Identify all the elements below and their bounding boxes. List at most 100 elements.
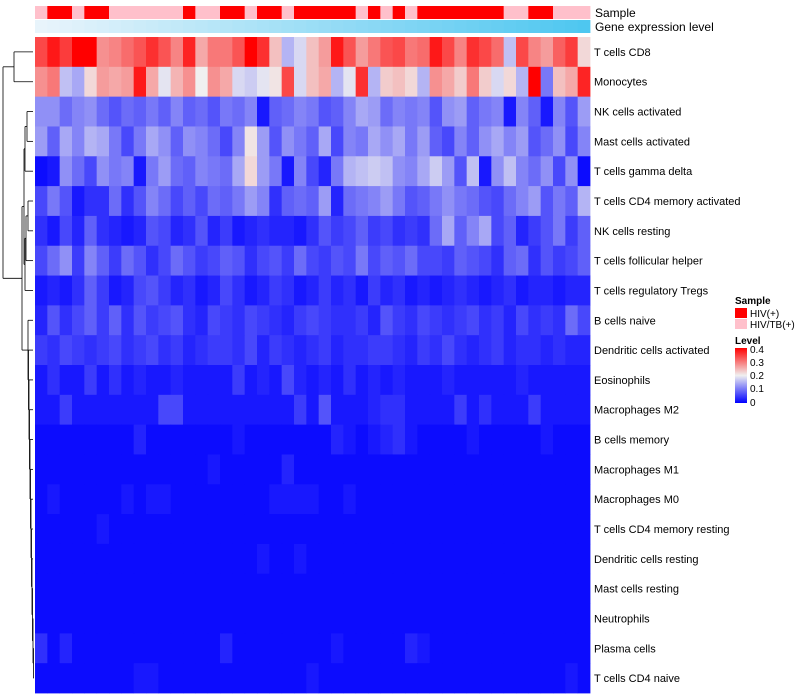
- heatmap-cell: [35, 633, 48, 664]
- heatmap-cell: [207, 275, 221, 306]
- heatmap-cell: [405, 543, 418, 575]
- heatmap-cell: [59, 37, 73, 68]
- sample-annotation-cell: [417, 6, 431, 19]
- heatmap-cell: [47, 275, 61, 306]
- heatmap-cell: [47, 305, 61, 336]
- sample-annotation-cell: [380, 6, 394, 19]
- heatmap-cell: [121, 603, 135, 634]
- heatmap-cell: [281, 454, 295, 485]
- heatmap-cell: [207, 424, 221, 455]
- heatmap-cell: [109, 126, 122, 157]
- heatmap-cell: [318, 335, 332, 366]
- row-label: B cells memory: [594, 435, 670, 447]
- heatmap-cell: [405, 245, 418, 276]
- heatmap-cell: [503, 514, 517, 545]
- expression-annotation-cell: [133, 20, 147, 33]
- heatmap-cell: [528, 514, 542, 545]
- heatmap-cell: [121, 37, 135, 68]
- heatmap-cell: [466, 335, 480, 366]
- heatmap-cell: [109, 663, 122, 694]
- heatmap-cell: [183, 663, 196, 694]
- heatmap-cell: [491, 365, 505, 396]
- heatmap-cell: [553, 275, 566, 306]
- row-label: Neutrophils: [594, 613, 650, 625]
- heatmap-cell: [195, 245, 209, 276]
- sample-annotation-bar: [35, 6, 591, 19]
- sample-annotation-cell: [183, 6, 196, 19]
- heatmap-cell: [355, 305, 369, 336]
- heatmap-cell: [35, 66, 48, 98]
- heatmap-cell: [133, 186, 147, 217]
- row-label: Mast cells activated: [594, 136, 690, 148]
- heatmap-cell: [516, 215, 529, 247]
- heatmap-cell: [491, 126, 505, 157]
- heatmap-cell: [516, 424, 529, 455]
- legend-swatch-hiv: [735, 308, 747, 318]
- heatmap-cell: [232, 305, 246, 336]
- heatmap-cell: [355, 543, 369, 575]
- heatmap-cell: [72, 156, 85, 187]
- heatmap-cell: [417, 454, 431, 485]
- heatmap-cell: [392, 245, 406, 276]
- legend-label-hiv: HIV(+): [750, 309, 779, 320]
- heatmap-cell: [220, 37, 233, 68]
- heatmap-cell: [528, 603, 542, 634]
- heatmap-cell: [35, 424, 48, 455]
- heatmap-cell: [331, 573, 344, 604]
- heatmap-cell: [331, 484, 344, 515]
- heatmap-cell: [442, 424, 455, 455]
- sample-annotation-cell: [244, 6, 258, 19]
- heatmap-cell: [220, 543, 233, 575]
- heatmap-cell: [195, 96, 209, 127]
- heatmap-cell: [392, 394, 406, 426]
- heatmap-cell: [220, 275, 233, 306]
- heatmap-cell: [84, 305, 98, 336]
- heatmap-cell: [220, 66, 233, 98]
- heatmap-cell: [96, 126, 110, 157]
- heatmap-cell: [553, 335, 566, 366]
- heatmap-cell: [380, 126, 394, 157]
- heatmap-cell: [479, 454, 492, 485]
- heatmap-cell: [565, 37, 579, 68]
- heatmap-cell: [72, 305, 85, 336]
- heatmap-cell: [429, 156, 443, 187]
- expression-annotation-cell: [294, 20, 307, 33]
- heatmap-cell: [392, 663, 406, 694]
- heatmap-cell: [417, 96, 431, 127]
- heatmap-cell: [183, 633, 196, 664]
- heatmap-cell: [577, 96, 591, 127]
- heatmap-cell: [417, 215, 431, 247]
- sample-annotation-cell: [331, 6, 344, 19]
- heatmap-cell: [35, 156, 48, 187]
- heatmap-cell: [392, 514, 406, 545]
- heatmap-cell: [528, 543, 542, 575]
- heatmap-cell: [380, 186, 394, 217]
- heatmap-cell: [294, 66, 307, 98]
- heatmap-cell: [244, 275, 258, 306]
- heatmap-cell: [281, 663, 295, 694]
- heatmap-cell: [380, 37, 394, 68]
- heatmap-cell: [429, 186, 443, 217]
- heatmap-cell: [146, 394, 159, 426]
- heatmap-cell: [405, 126, 418, 157]
- heatmap-cell: [146, 365, 159, 396]
- heatmap-cell: [96, 96, 110, 127]
- heatmap-cell: [294, 633, 307, 664]
- heatmap-cell: [516, 514, 529, 545]
- heatmap-cell: [121, 96, 135, 127]
- heatmap-cell: [232, 96, 246, 127]
- heatmap-cell: [47, 484, 61, 515]
- heatmap-cell: [429, 305, 443, 336]
- heatmap-cell: [220, 186, 233, 217]
- heatmap-cell: [281, 37, 295, 68]
- heatmap-cell: [392, 603, 406, 634]
- heatmap-cell: [417, 543, 431, 575]
- heatmap-cell: [405, 156, 418, 187]
- heatmap-cell: [343, 215, 357, 247]
- heatmap-cell: [405, 186, 418, 217]
- heatmap-cell: [331, 245, 344, 276]
- heatmap-cell: [442, 394, 455, 426]
- heatmap-cell: [109, 335, 122, 366]
- heatmap-cell: [294, 454, 307, 485]
- heatmap-cell: [528, 96, 542, 127]
